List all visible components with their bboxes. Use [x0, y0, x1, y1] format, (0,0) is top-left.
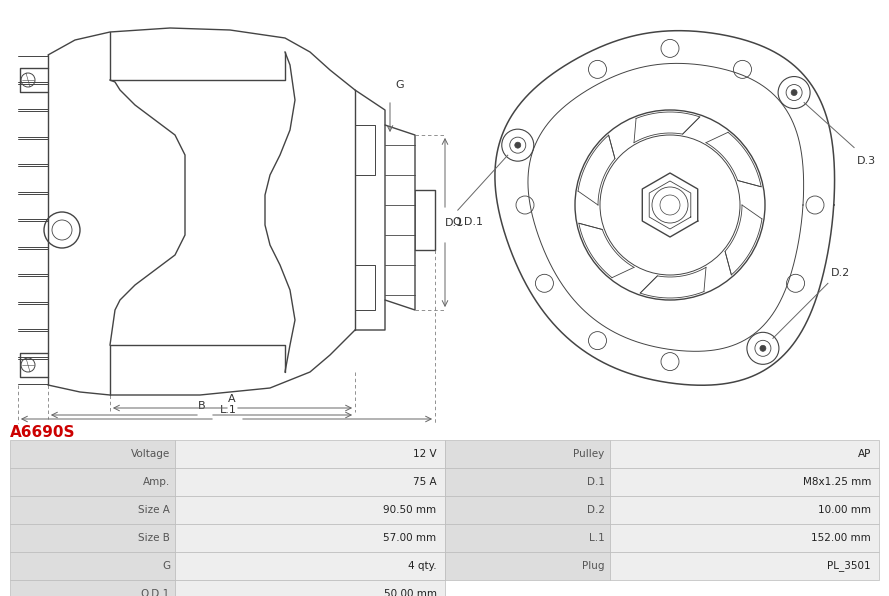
Bar: [444, 496, 610, 524]
Text: Amp.: Amp.: [143, 477, 170, 487]
Text: Pulley: Pulley: [573, 449, 605, 459]
Text: B: B: [198, 401, 206, 411]
Text: O.D.1: O.D.1: [140, 589, 170, 596]
Text: G: G: [395, 80, 404, 90]
Bar: [10, 580, 175, 596]
Bar: [610, 552, 879, 580]
Bar: [10, 524, 175, 552]
Bar: [444, 524, 610, 552]
Bar: [10, 552, 175, 580]
Bar: [175, 580, 444, 596]
Text: 57.00 mm: 57.00 mm: [383, 533, 436, 543]
Bar: [444, 468, 610, 496]
Bar: [10, 496, 175, 524]
Text: O.D.1: O.D.1: [452, 217, 483, 227]
Text: 4 qty.: 4 qty.: [408, 561, 436, 571]
Text: Size B: Size B: [138, 533, 170, 543]
Bar: [610, 440, 879, 468]
Circle shape: [791, 89, 797, 95]
Bar: [610, 468, 879, 496]
Text: 75 A: 75 A: [412, 477, 436, 487]
Text: 12 V: 12 V: [412, 449, 436, 459]
Text: 90.50 mm: 90.50 mm: [383, 505, 436, 515]
Bar: [610, 524, 879, 552]
Bar: [175, 524, 444, 552]
Text: AP: AP: [858, 449, 871, 459]
Bar: [444, 440, 610, 468]
Text: L.1: L.1: [220, 405, 236, 415]
Text: L.1: L.1: [589, 533, 605, 543]
Bar: [175, 468, 444, 496]
Text: A6690S: A6690S: [10, 425, 76, 440]
Text: 50.00 mm: 50.00 mm: [383, 589, 436, 596]
Bar: [175, 552, 444, 580]
Text: Voltage: Voltage: [131, 449, 170, 459]
Bar: [175, 496, 444, 524]
Circle shape: [515, 142, 521, 148]
Bar: [444, 552, 610, 580]
Text: PL_3501: PL_3501: [828, 561, 871, 572]
Text: Plug: Plug: [582, 561, 605, 571]
Bar: [10, 440, 175, 468]
Text: G: G: [162, 561, 170, 571]
Text: Size A: Size A: [138, 505, 170, 515]
Text: D.2: D.2: [831, 268, 850, 278]
Text: D.3: D.3: [857, 156, 877, 166]
Text: M8x1.25 mm: M8x1.25 mm: [803, 477, 871, 487]
Bar: [610, 496, 879, 524]
Text: D.2: D.2: [587, 505, 605, 515]
Text: 10.00 mm: 10.00 mm: [818, 505, 871, 515]
Text: A: A: [228, 394, 236, 404]
Circle shape: [760, 345, 766, 351]
Text: 152.00 mm: 152.00 mm: [812, 533, 871, 543]
Bar: [175, 440, 444, 468]
Text: D.1: D.1: [587, 477, 605, 487]
Bar: [10, 468, 175, 496]
Text: D.1: D.1: [445, 218, 464, 228]
